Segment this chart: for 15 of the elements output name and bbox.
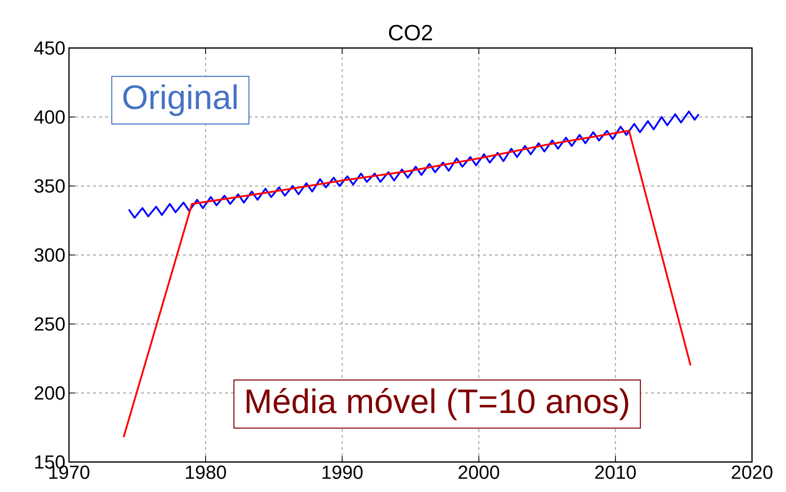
annotation: Média móvel (T=10 anos) xyxy=(246,388,628,420)
y-tick-label: 200 xyxy=(34,386,65,400)
line-series xyxy=(122,130,692,438)
x-tick-label: 1990 xyxy=(322,466,363,479)
y-tick-label: 300 xyxy=(34,248,65,262)
y-tick-label: 400 xyxy=(34,110,65,124)
y-tick-label: 450 xyxy=(34,41,65,55)
annotation: Original xyxy=(123,84,237,116)
chart-title: CO2 xyxy=(389,24,432,40)
y-tick-label: 350 xyxy=(34,179,65,193)
x-tick-label: 1980 xyxy=(186,466,226,479)
x-tick-label: 2020 xyxy=(732,466,772,479)
x-tick-label: 2000 xyxy=(458,466,500,479)
y-tick-label: 250 xyxy=(34,317,65,331)
x-tick-label: 2010 xyxy=(595,466,636,479)
